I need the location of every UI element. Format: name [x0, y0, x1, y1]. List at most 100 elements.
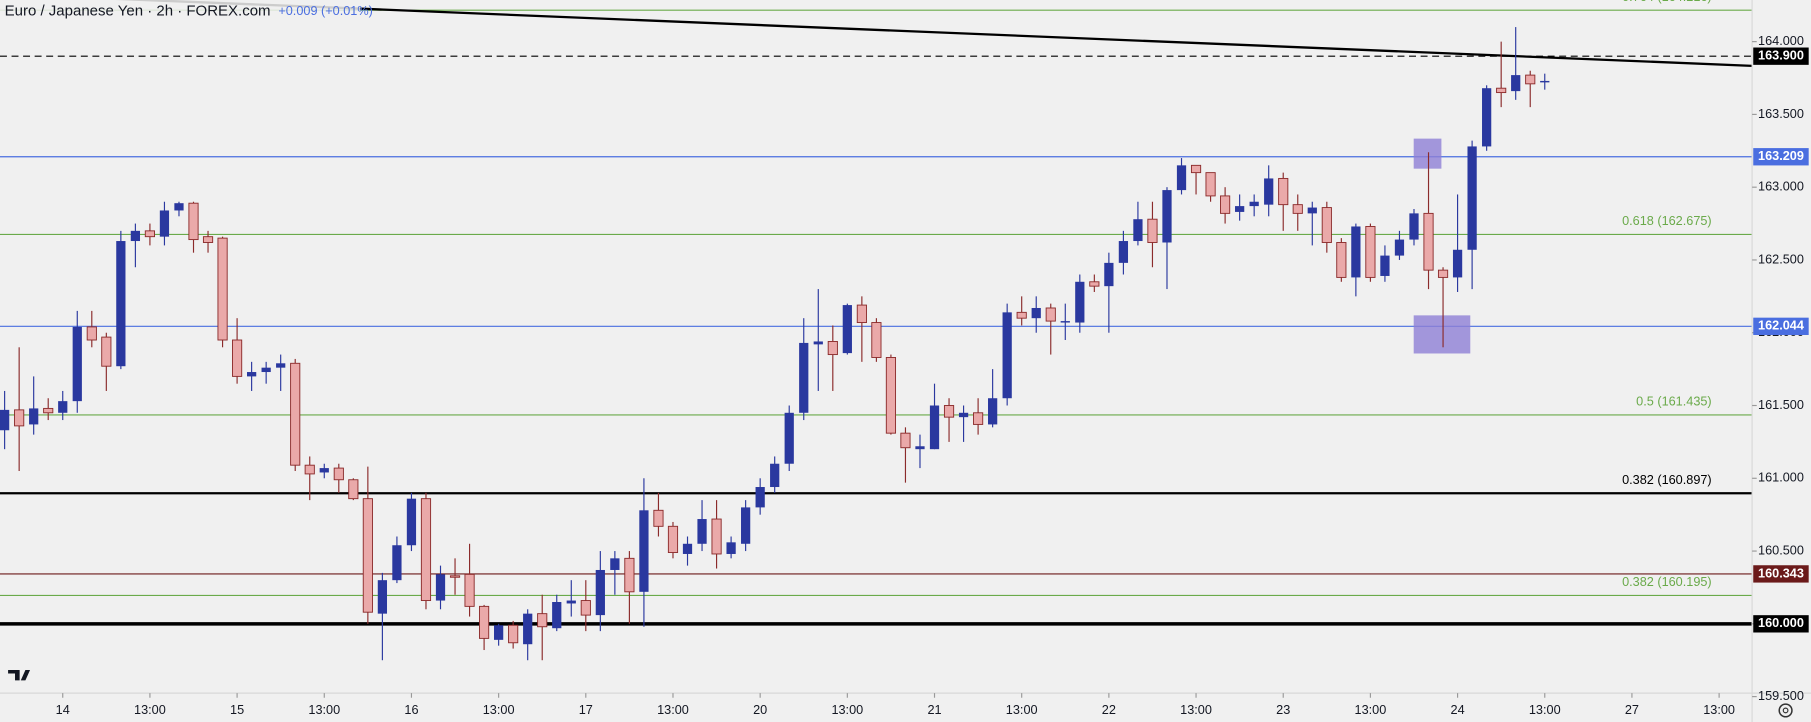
candle-body — [406, 498, 417, 546]
candle-body — [1278, 177, 1289, 206]
x-tick-label: 13:00 — [134, 703, 166, 717]
x-tick-label: 13:00 — [1180, 703, 1212, 717]
candle-body — [1307, 207, 1317, 214]
candle-body — [682, 543, 693, 554]
candle-body — [29, 408, 39, 425]
candle-body — [116, 241, 126, 367]
candle-body — [14, 409, 25, 427]
x-tick-label: 21 — [927, 703, 941, 717]
x-tick-label: 14 — [56, 703, 70, 717]
x-tick-label: 24 — [1451, 703, 1465, 717]
candle-body — [943, 405, 955, 418]
candle-body — [595, 569, 605, 616]
x-tick-label: 27 — [1625, 703, 1639, 717]
candle-body — [1016, 311, 1027, 319]
price-tag-label: 160.000 — [1758, 616, 1804, 630]
candle-body — [1075, 281, 1085, 323]
candle-body — [333, 467, 344, 481]
x-tick-label: 13:00 — [831, 703, 863, 717]
level-label: 0.5 (161.435) — [1636, 395, 1711, 409]
candle-body — [1292, 204, 1303, 214]
x-tick-label: 15 — [230, 703, 244, 717]
settings-icon[interactable] — [1778, 703, 1793, 718]
candle-body — [276, 363, 286, 368]
candle-body — [1264, 178, 1274, 205]
candle-body — [392, 545, 402, 581]
candle-body — [202, 236, 214, 243]
candle-body — [130, 230, 141, 242]
y-tick-label: 161.500 — [1758, 398, 1804, 412]
candle-body — [871, 322, 882, 358]
y-tick-label: 162.500 — [1758, 252, 1804, 266]
candle-body — [1147, 218, 1158, 243]
candle-body — [741, 507, 751, 544]
x-tick-label: 13:00 — [308, 703, 340, 717]
price-tag — [1753, 615, 1809, 633]
y-tick-label: 163.000 — [1758, 180, 1804, 194]
price-tag — [1753, 47, 1809, 65]
candle-body — [1394, 239, 1405, 256]
x-tick-label: 13:00 — [1355, 703, 1387, 717]
candle-body — [653, 509, 664, 527]
price-tag — [1753, 565, 1809, 583]
candle-body — [1482, 88, 1492, 147]
candle-body — [1452, 249, 1463, 278]
candle-body — [1365, 226, 1376, 278]
price-tag — [1753, 148, 1809, 166]
x-tick-label: 13:00 — [1529, 703, 1561, 717]
candle-body — [72, 326, 82, 402]
x-tick-label: 13:00 — [1703, 703, 1735, 717]
candle-body — [537, 613, 548, 628]
candle-body — [973, 412, 984, 425]
candle-body — [1118, 241, 1129, 263]
candle-body — [101, 336, 112, 367]
candle-body — [508, 624, 519, 644]
candle-body — [1249, 201, 1259, 207]
candle-body — [697, 519, 707, 544]
candle-body — [1045, 307, 1056, 322]
settings-icon[interactable] — [1782, 707, 1789, 714]
y-tick-label: 161.000 — [1758, 471, 1804, 485]
candle-body — [639, 510, 649, 592]
candle-body — [929, 405, 940, 450]
candle-body — [159, 210, 170, 237]
y-tick-label: 160.500 — [1758, 543, 1804, 557]
candle-body — [1060, 321, 1070, 323]
settings-button[interactable] — [1778, 703, 1793, 718]
candle-body — [43, 407, 54, 414]
candle-body — [610, 558, 620, 570]
candle-body — [144, 230, 155, 238]
y-tick-label: 163.500 — [1758, 107, 1804, 121]
x-tick-label: 20 — [753, 703, 767, 717]
candle-body — [319, 468, 329, 473]
candle-body — [1540, 80, 1550, 83]
candle-body — [247, 372, 257, 377]
candle-body — [1467, 146, 1477, 250]
candle-body — [86, 326, 97, 341]
price-tag-label: 162.044 — [1758, 319, 1804, 333]
highlight-box — [1413, 138, 1442, 169]
price-tag — [1753, 317, 1809, 335]
candle-body — [188, 202, 199, 241]
title-backdrop — [0, 0, 361, 24]
candle-body — [362, 498, 373, 613]
candle-body — [1220, 195, 1231, 214]
candle-body — [1409, 213, 1419, 240]
candle-body — [915, 446, 925, 450]
candle-body — [856, 304, 867, 324]
candle-body — [1190, 164, 1202, 174]
candle-body — [1351, 226, 1361, 278]
candle-body — [58, 401, 68, 413]
x-tick-label: 13:00 — [483, 703, 515, 717]
candle-body — [479, 605, 490, 639]
candle-body — [1380, 255, 1390, 276]
x-tick-label: 23 — [1276, 703, 1290, 717]
x-tick-label: 16 — [404, 703, 418, 717]
candle-body — [1511, 75, 1521, 92]
y-tick-label: 164.000 — [1758, 34, 1804, 48]
level-label: 0.382 (160.897) — [1622, 473, 1712, 487]
x-tick-label: 22 — [1102, 703, 1116, 717]
